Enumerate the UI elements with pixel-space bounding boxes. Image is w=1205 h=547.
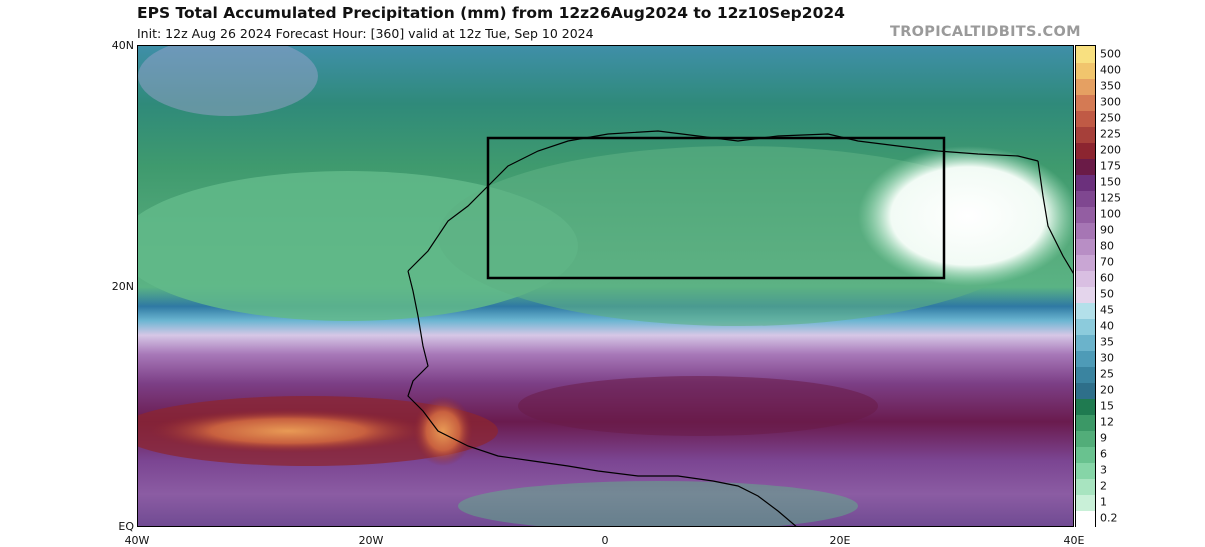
colorbar-label: 90 (1100, 223, 1114, 237)
colorbar-label: 30 (1100, 351, 1114, 365)
site-brand: TROPICALTIDBITS.COM (890, 24, 1081, 40)
colorbar (1075, 45, 1096, 527)
colorbar-label: 150 (1100, 175, 1121, 189)
colorbar-segment (1076, 382, 1095, 399)
forecast-info: Init: 12z Aug 26 2024 Forecast Hour: [36… (137, 26, 594, 41)
colorbar-label: 250 (1100, 111, 1121, 125)
colorbar-label: 3 (1100, 463, 1107, 477)
colorbar-label: 400 (1100, 63, 1121, 77)
colorbar-segment (1076, 366, 1095, 383)
tick-label-20e: 20E (829, 534, 851, 547)
colorbar-label: 15 (1100, 399, 1114, 413)
colorbar-segment (1076, 398, 1095, 415)
colorbar-label: 25 (1100, 367, 1114, 381)
colorbar-segment (1076, 350, 1095, 367)
colorbar-label: 225 (1100, 127, 1121, 141)
colorbar-segment (1076, 62, 1095, 79)
colorbar-label: 70 (1100, 255, 1114, 269)
sahel-rain-band (518, 376, 878, 436)
tick-label-40w: 40W (124, 534, 150, 547)
colorbar-label: 12 (1100, 415, 1114, 429)
colorbar-segment (1076, 334, 1095, 351)
tick-label-0: 0 (601, 534, 609, 547)
colorbar-segment (1076, 302, 1095, 319)
colorbar-label: 35 (1100, 335, 1114, 349)
colorbar-segment (1076, 270, 1095, 287)
colorbar-segment (1076, 510, 1095, 527)
colorbar-label: 500 (1100, 47, 1121, 61)
tick-label-20w: 20W (358, 534, 384, 547)
dry-region (858, 146, 1073, 286)
east-africa-coastline (1037, 160, 1073, 274)
colorbar-label: 40 (1100, 319, 1114, 333)
colorbar-segment (1076, 286, 1095, 303)
colorbar-segment (1076, 46, 1095, 63)
tick-label-20n: 20N (111, 280, 134, 293)
colorbar-segment (1076, 478, 1095, 495)
colorbar-segment (1076, 414, 1095, 431)
colorbar-segment (1076, 494, 1095, 511)
colorbar-segment (1076, 94, 1095, 111)
colorbar-segment (1076, 190, 1095, 207)
colorbar-label: 350 (1100, 79, 1121, 93)
north-africa-coastline (407, 130, 1039, 272)
west-africa-coastline (407, 270, 797, 526)
tick-label-40n: 40N (111, 39, 134, 52)
colorbar-segment (1076, 318, 1095, 335)
colorbar-label: 1 (1100, 495, 1107, 509)
colorbar-segment (1076, 446, 1095, 463)
colorbar-label: 175 (1100, 159, 1121, 173)
colorbar-label: 6 (1100, 447, 1107, 461)
colorbar-segment (1076, 158, 1095, 175)
atlantic-max (148, 409, 428, 453)
highlight-region-box (486, 136, 946, 280)
colorbar-label: 20 (1100, 383, 1114, 397)
colorbar-label: 2 (1100, 479, 1107, 493)
colorbar-label: 125 (1100, 191, 1121, 205)
map-canvas (138, 46, 1073, 526)
gulf-of-guinea (458, 481, 858, 526)
colorbar-segment (1076, 110, 1095, 127)
precipitation-map (137, 45, 1074, 527)
colorbar-label: 0.2 (1100, 511, 1118, 525)
colorbar-label: 50 (1100, 287, 1114, 301)
colorbar-label: 60 (1100, 271, 1114, 285)
north-atlantic-band (138, 46, 318, 116)
colorbar-label: 9 (1100, 431, 1107, 445)
colorbar-segment (1076, 206, 1095, 223)
chart-title: EPS Total Accumulated Precipitation (mm)… (137, 4, 845, 22)
colorbar-label: 200 (1100, 143, 1121, 157)
tick-label-eq: EQ (118, 520, 134, 533)
colorbar-segment (1076, 174, 1095, 191)
colorbar-label: 45 (1100, 303, 1114, 317)
colorbar-label: 80 (1100, 239, 1114, 253)
colorbar-segment (1076, 462, 1095, 479)
colorbar-segment (1076, 430, 1095, 447)
colorbar-segment (1076, 222, 1095, 239)
colorbar-segment (1076, 126, 1095, 143)
tick-label-40e: 40E (1063, 534, 1085, 547)
colorbar-segment (1076, 238, 1095, 255)
colorbar-label: 300 (1100, 95, 1121, 109)
colorbar-segment (1076, 142, 1095, 159)
colorbar-label: 100 (1100, 207, 1121, 221)
guinea-max (413, 396, 473, 466)
colorbar-segment (1076, 254, 1095, 271)
colorbar-segment (1076, 78, 1095, 95)
